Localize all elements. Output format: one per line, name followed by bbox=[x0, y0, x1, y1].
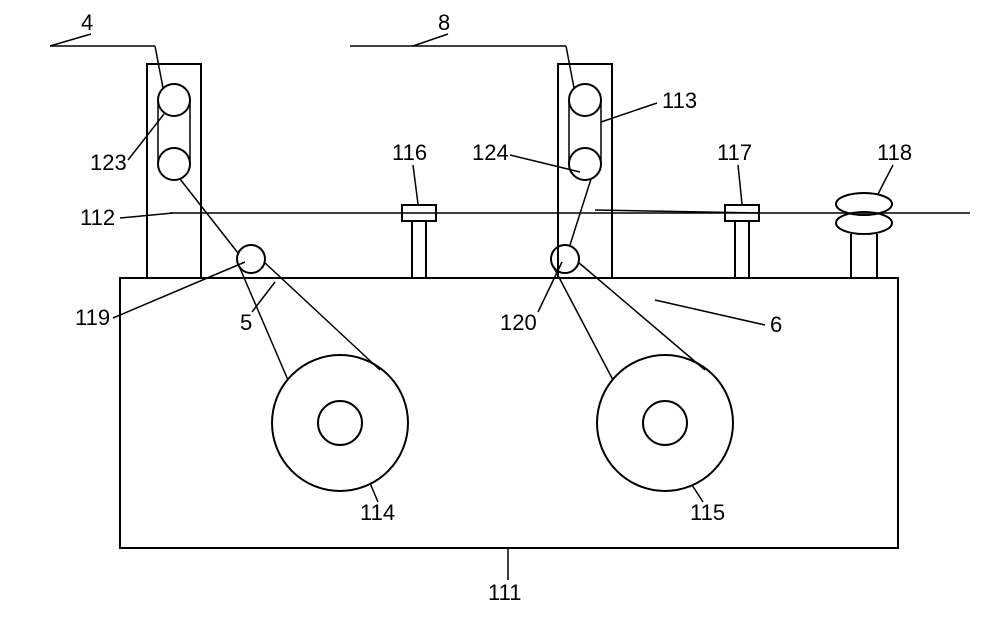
label-6: 6 bbox=[770, 312, 782, 337]
label-5: 5 bbox=[240, 310, 252, 335]
press-rolls bbox=[836, 193, 892, 278]
label-119: 119 bbox=[75, 305, 110, 330]
reel-right-outer bbox=[597, 355, 733, 491]
thread-6a bbox=[553, 266, 613, 380]
label-120: 120 bbox=[500, 310, 537, 335]
label-115: 115 bbox=[690, 500, 725, 525]
tensioner-117 bbox=[725, 205, 759, 278]
pulley-right-top bbox=[569, 84, 601, 116]
label-123: 123 bbox=[90, 150, 127, 175]
label-113: 113 bbox=[662, 88, 697, 113]
label-118: 118 bbox=[877, 140, 912, 165]
label-8: 8 bbox=[438, 10, 450, 35]
reel-right-inner bbox=[643, 401, 687, 445]
pulley-left-bot bbox=[158, 148, 190, 180]
label-124: 124 bbox=[472, 140, 509, 165]
lower-pulley-left bbox=[237, 245, 265, 273]
reel-left-outer bbox=[272, 355, 408, 491]
tensioner-116 bbox=[402, 205, 436, 278]
pulley-left-top bbox=[158, 84, 190, 116]
label-111: 111 bbox=[488, 580, 521, 605]
label-114: 114 bbox=[360, 500, 395, 525]
diagram-canvas: 4 8 123 112 116 124 113 117 118 119 5 12… bbox=[0, 0, 1000, 626]
label-112: 112 bbox=[80, 205, 115, 230]
reel-left-inner bbox=[318, 401, 362, 445]
label-117: 117 bbox=[717, 140, 752, 165]
label-4: 4 bbox=[81, 10, 93, 35]
label-116: 116 bbox=[392, 140, 427, 165]
left-tower bbox=[147, 64, 201, 278]
pulley-right-bot bbox=[569, 148, 601, 180]
